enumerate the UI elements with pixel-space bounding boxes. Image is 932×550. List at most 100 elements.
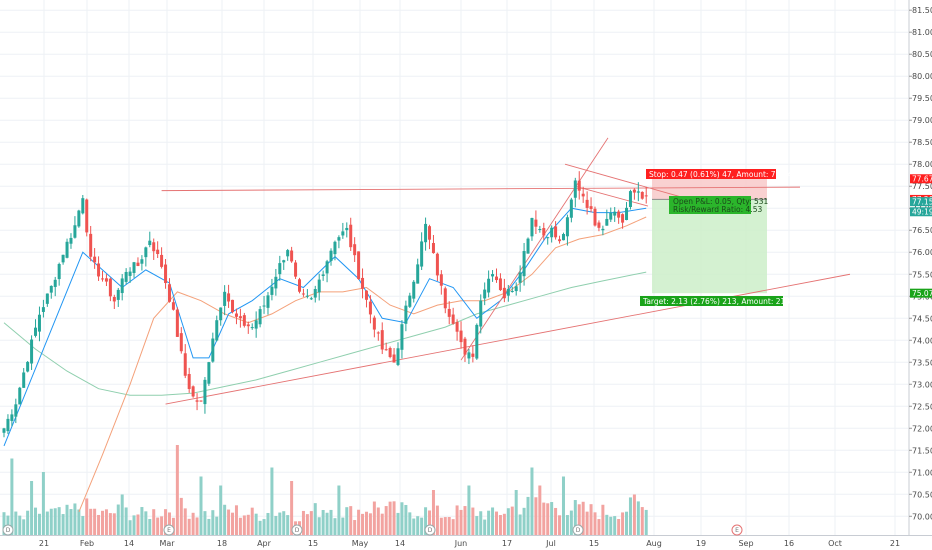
volume-bar [341, 517, 345, 535]
event-marker-label: D [576, 527, 581, 534]
volume-bar [85, 498, 89, 535]
price-label: 75.07 [912, 289, 932, 298]
candle-body [368, 301, 372, 315]
time-tick-label: Jun [454, 539, 468, 548]
volume-bar [400, 502, 404, 535]
ma-slow-line [3, 271, 647, 396]
volume-bar [380, 513, 384, 535]
price-tick-label: 79.50 [912, 94, 932, 103]
event-marker[interactable] [731, 524, 743, 536]
price-tick-label: 78.00 [912, 160, 932, 169]
candle-body [93, 256, 97, 263]
candle-body [136, 262, 140, 266]
candle-body [301, 293, 305, 295]
volume-bar [412, 518, 416, 535]
candle-body [506, 289, 510, 296]
event-marker-label: D [295, 527, 300, 534]
position-zones[interactable] [652, 178, 767, 294]
target-label: Target: 2.13 (2.76%) 213, Amount: 2131.0… [642, 297, 807, 306]
event-marker[interactable] [291, 524, 303, 536]
volume-bar [333, 518, 337, 535]
candle-body [203, 379, 207, 405]
time-tick-label: 14 [395, 539, 405, 548]
candle-body [69, 237, 73, 244]
candle-body [640, 191, 644, 199]
volume-bar [447, 516, 451, 535]
candle-body [195, 400, 199, 402]
volume-bar [609, 516, 613, 535]
candle-body [97, 263, 101, 277]
volume-bar [274, 515, 278, 535]
candle-body [491, 274, 495, 277]
event-marker-label: E [735, 527, 739, 534]
price-tick-label: 73.00 [912, 380, 932, 389]
event-marker[interactable] [2, 524, 14, 536]
volume-bar [305, 514, 309, 535]
candle-body [164, 264, 168, 284]
candle-body [313, 289, 317, 298]
price-tick-label: 81.50 [912, 6, 932, 15]
candle-body [160, 254, 164, 267]
candle-body [439, 274, 443, 286]
volume-bar [93, 508, 97, 535]
event-marker[interactable] [163, 524, 175, 536]
candle-body [498, 278, 502, 291]
candle-body [207, 362, 211, 384]
candle-body [502, 287, 506, 299]
candle-body [404, 305, 408, 324]
time-tick-label: May [352, 539, 369, 548]
volume-bar [372, 501, 376, 535]
candle-body [223, 291, 227, 306]
volume-bar [290, 481, 294, 535]
price-tick-label: 79.00 [912, 116, 932, 125]
candle-body [37, 314, 41, 332]
candle-body [487, 278, 491, 293]
event-marker[interactable] [572, 524, 584, 536]
candle-body [546, 237, 550, 239]
volume-bar [357, 509, 361, 535]
price-tick-label: 72.50 [912, 402, 932, 411]
candle-body [57, 263, 61, 280]
candle-body [49, 285, 53, 293]
price-axis[interactable]: 70.00 70.50 71.00 71.50 72.00 72.50 73.00 73.50… [908, 0, 932, 535]
candle-body [435, 253, 439, 276]
price-tick-label: 76.50 [912, 226, 932, 235]
volume-bar [431, 490, 435, 535]
volume-bar [254, 513, 258, 535]
candle-body [589, 206, 593, 209]
time-tick-label: 18 [217, 539, 227, 548]
candle-body [636, 191, 640, 193]
candle-body [408, 295, 412, 307]
candle-body [388, 348, 392, 358]
volume-bar [309, 511, 313, 535]
volume-bar [605, 514, 609, 535]
volume-bar [325, 512, 329, 535]
stop-zone [652, 178, 767, 200]
candle-body [132, 262, 136, 274]
candle-body [294, 262, 298, 277]
time-tick-label: 16 [784, 539, 794, 548]
candle-body [357, 251, 361, 280]
candle-body [463, 338, 467, 355]
grid [0, 0, 908, 535]
candle-body [104, 278, 108, 282]
volume-bar [69, 509, 73, 535]
volume-bar [506, 508, 510, 535]
volume-bar [227, 509, 231, 535]
price-tick-label: 71.00 [912, 468, 932, 477]
volume-bar [384, 506, 388, 535]
candle-body [329, 250, 333, 262]
volume-bar [207, 518, 211, 535]
volume-bar [396, 512, 400, 535]
volume-bar [538, 485, 542, 535]
event-marker[interactable] [424, 524, 436, 536]
volume-bar [171, 517, 175, 535]
candle-body [167, 284, 171, 302]
candle-body [384, 349, 388, 351]
time-axis[interactable]: 21 Feb 14 Mar 18 Apr 15 May 14 Jun 17 Jul 15 Aug 19 Sep… [0, 535, 932, 550]
price-tick-label: 76.00 [912, 248, 932, 257]
volume-bar [345, 507, 349, 535]
volume-bar [601, 504, 605, 535]
